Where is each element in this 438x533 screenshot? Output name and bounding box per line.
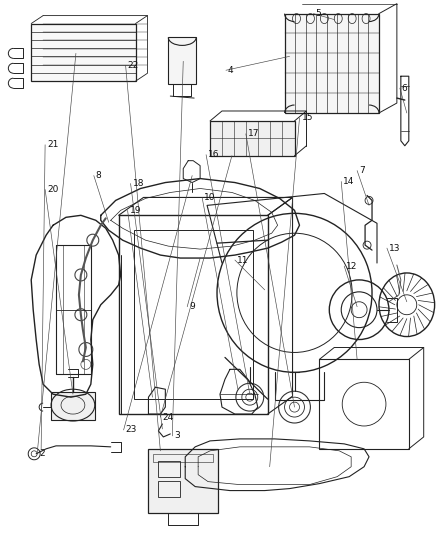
Bar [284,14,378,113]
Text: 7: 7 [358,166,364,175]
Bar [148,449,218,513]
Text: 12: 12 [346,262,357,271]
Text: 8: 8 [95,171,101,180]
Bar [31,23,135,81]
Bar [168,37,196,84]
Text: 4: 4 [227,66,233,75]
Bar [158,481,180,497]
Text: 16: 16 [208,150,219,159]
Bar [118,215,267,414]
Text: 21: 21 [47,140,58,149]
Text: 19: 19 [129,206,141,215]
Text: 17: 17 [247,130,259,139]
Bar [158,461,180,477]
Bar [133,230,252,399]
Text: 11: 11 [237,255,248,264]
Text: 24: 24 [162,413,173,422]
Text: 14: 14 [343,177,354,186]
Bar [51,392,95,420]
Text: 20: 20 [47,185,58,194]
Text: 15: 15 [301,114,312,123]
Text: 9: 9 [189,302,194,311]
Text: 23: 23 [125,425,137,434]
Text: 22: 22 [127,61,138,70]
Text: 3: 3 [174,431,180,440]
Bar [209,121,294,156]
Text: 6: 6 [401,84,406,93]
Bar [153,454,212,462]
Text: 18: 18 [132,179,144,188]
Text: 13: 13 [388,244,399,253]
Text: 10: 10 [204,193,215,202]
Bar [318,359,408,449]
Text: 5: 5 [314,9,321,18]
Text: 2: 2 [39,449,45,458]
